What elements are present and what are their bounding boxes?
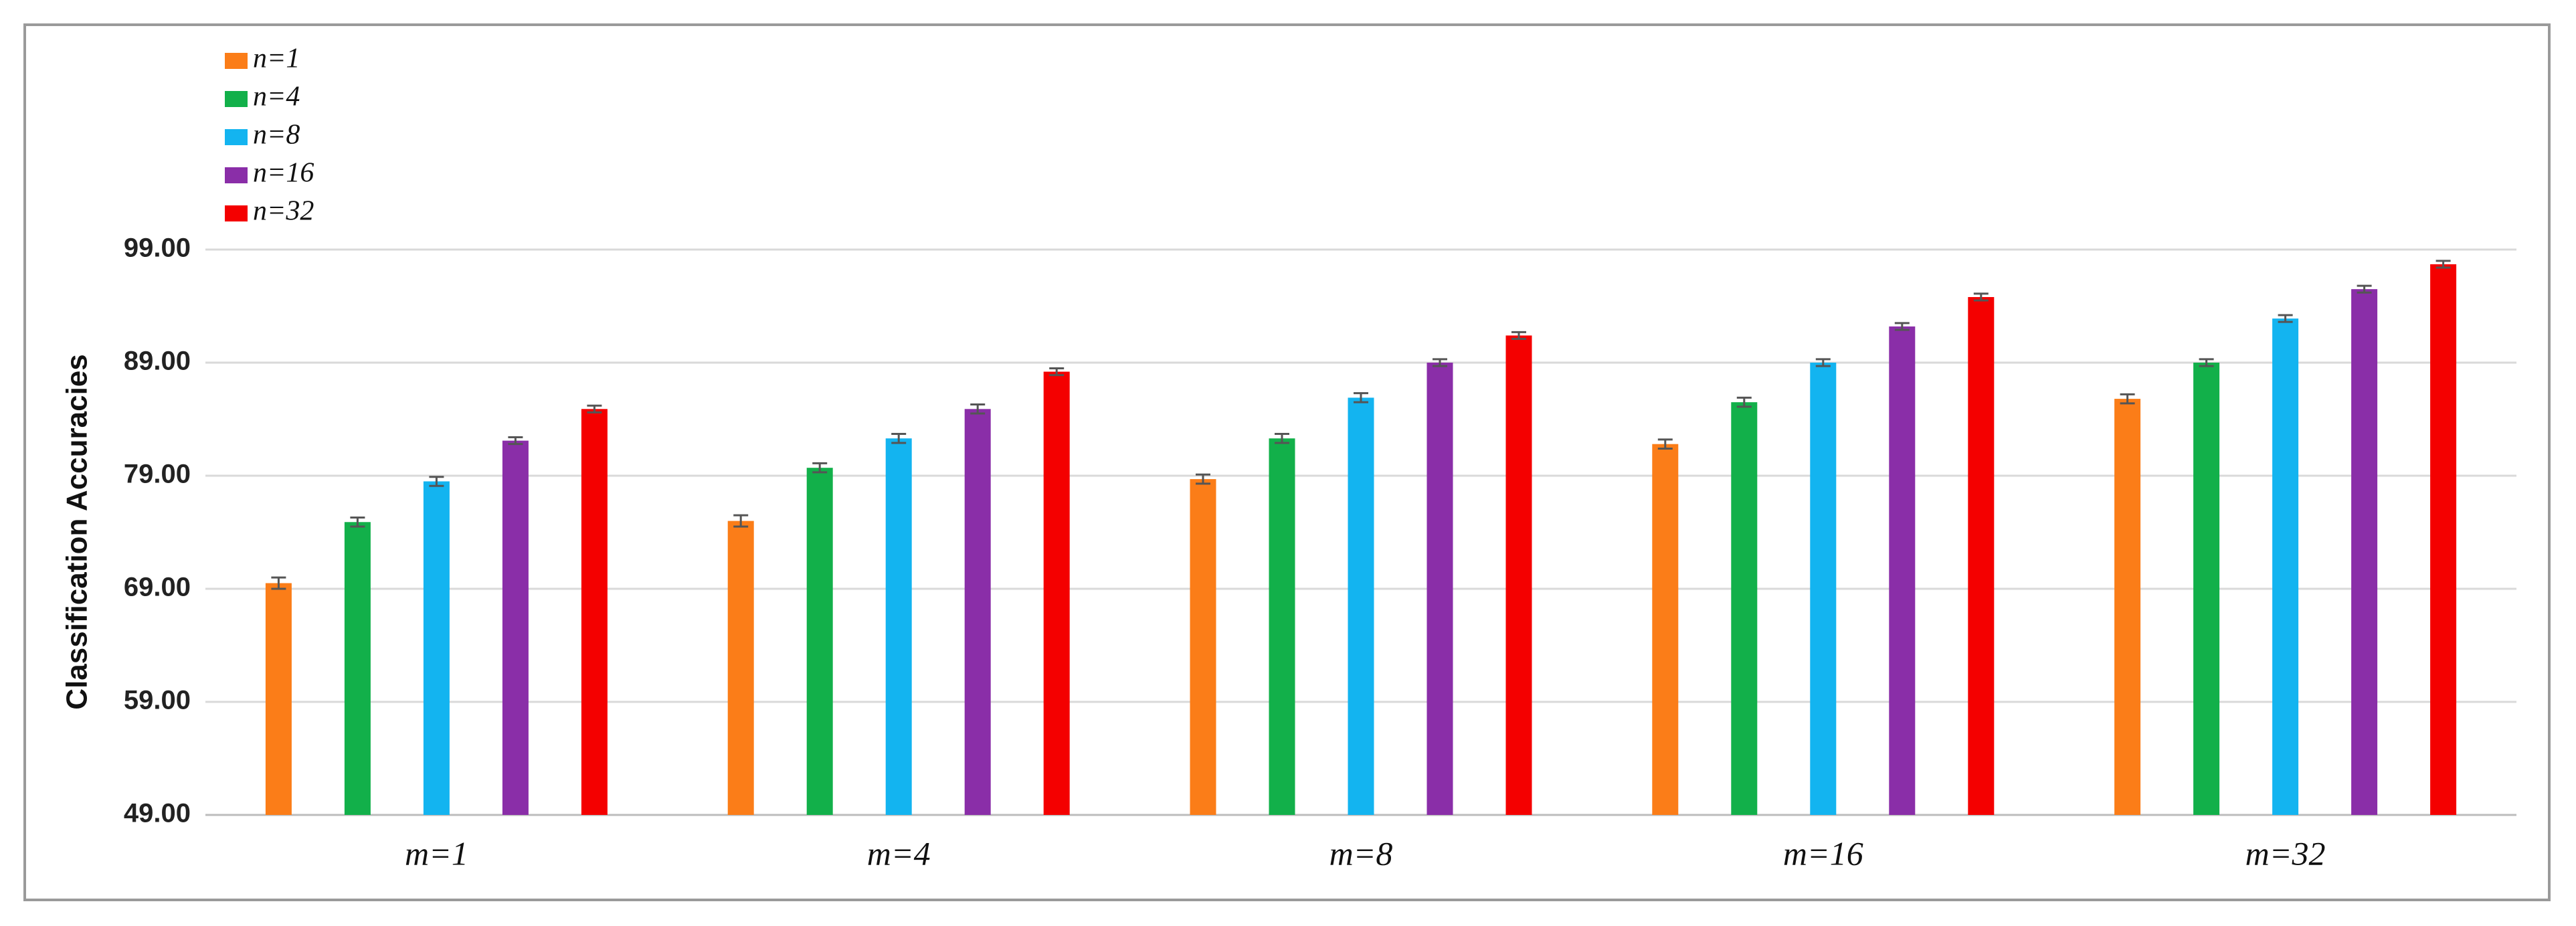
- y-tick-label: 69.00: [124, 573, 191, 602]
- legend-label: n=4: [253, 82, 300, 112]
- error-bar: [587, 404, 602, 413]
- bar: [806, 468, 833, 815]
- error-bar: [2357, 284, 2372, 294]
- bar: [1810, 363, 1837, 815]
- error-bar: [812, 462, 828, 474]
- x-tick-label: m=8: [1329, 834, 1393, 872]
- error-bar: [733, 514, 749, 528]
- error-bar: [1736, 396, 1752, 408]
- error-bar: [1049, 367, 1065, 377]
- y-tick-label: 99.00: [124, 234, 191, 263]
- x-tick-label: m=4: [867, 834, 931, 872]
- error-bar: [1815, 358, 1831, 367]
- bar: [344, 522, 371, 815]
- bar: [1269, 438, 1295, 815]
- error-bar: [2435, 260, 2451, 269]
- legend-swatch: [225, 129, 248, 145]
- x-tick-label: m=1: [405, 834, 468, 872]
- y-tick-label: 49.00: [124, 799, 191, 828]
- legend-swatch: [225, 205, 248, 221]
- error-bar: [271, 576, 286, 590]
- error-bar: [1657, 438, 1673, 450]
- error-bar: [429, 476, 444, 487]
- error-bar: [1894, 322, 1910, 331]
- error-bar: [2199, 358, 2214, 367]
- bar: [1889, 326, 1916, 815]
- error-bar: [1511, 331, 1526, 341]
- legend-swatch: [225, 167, 248, 183]
- bar: [423, 481, 450, 815]
- bar: [581, 409, 608, 815]
- error-bar: [1973, 292, 1989, 302]
- bar: [1505, 335, 1532, 815]
- y-tick-label: 79.00: [124, 460, 191, 489]
- bar: [1043, 371, 1070, 815]
- error-bar: [891, 432, 907, 444]
- bar: [2193, 363, 2220, 815]
- bar: [1427, 363, 1453, 815]
- bar: [2114, 399, 2141, 815]
- bar: [885, 438, 912, 815]
- bar: [265, 583, 292, 815]
- bar: [2430, 264, 2457, 816]
- error-bar: [1196, 473, 1210, 485]
- error-bar: [2120, 393, 2135, 405]
- bar: [1348, 397, 1374, 815]
- y-axis-title: Classification Accuracies: [61, 354, 94, 710]
- y-tick-label: 59.00: [124, 686, 191, 715]
- bar: [727, 521, 754, 815]
- error-bar: [1354, 392, 1368, 403]
- legend-label: n=16: [253, 158, 314, 189]
- bar: [1968, 296, 1995, 816]
- legend-label: n=8: [253, 120, 300, 151]
- error-bar: [1433, 358, 1447, 367]
- error-bar: [2278, 314, 2293, 323]
- y-tick-label: 89.00: [124, 347, 191, 376]
- bar: [1190, 479, 1216, 815]
- legend-label: n=1: [253, 43, 300, 74]
- legend-swatch: [225, 53, 248, 69]
- error-bar: [350, 517, 365, 528]
- legend-label: n=32: [253, 196, 314, 227]
- error-bar: [970, 403, 986, 415]
- bar: [964, 409, 991, 815]
- x-tick-label: m=32: [2245, 834, 2326, 872]
- error-bar: [508, 436, 523, 446]
- bar: [2351, 289, 2378, 815]
- x-tick-label: m=16: [1783, 834, 1863, 872]
- error-bar: [1275, 432, 1289, 444]
- bar: [1652, 444, 1679, 815]
- legend-swatch: [225, 91, 248, 107]
- bar: [502, 440, 529, 815]
- bar: [2272, 318, 2299, 816]
- bar: [1731, 402, 1758, 815]
